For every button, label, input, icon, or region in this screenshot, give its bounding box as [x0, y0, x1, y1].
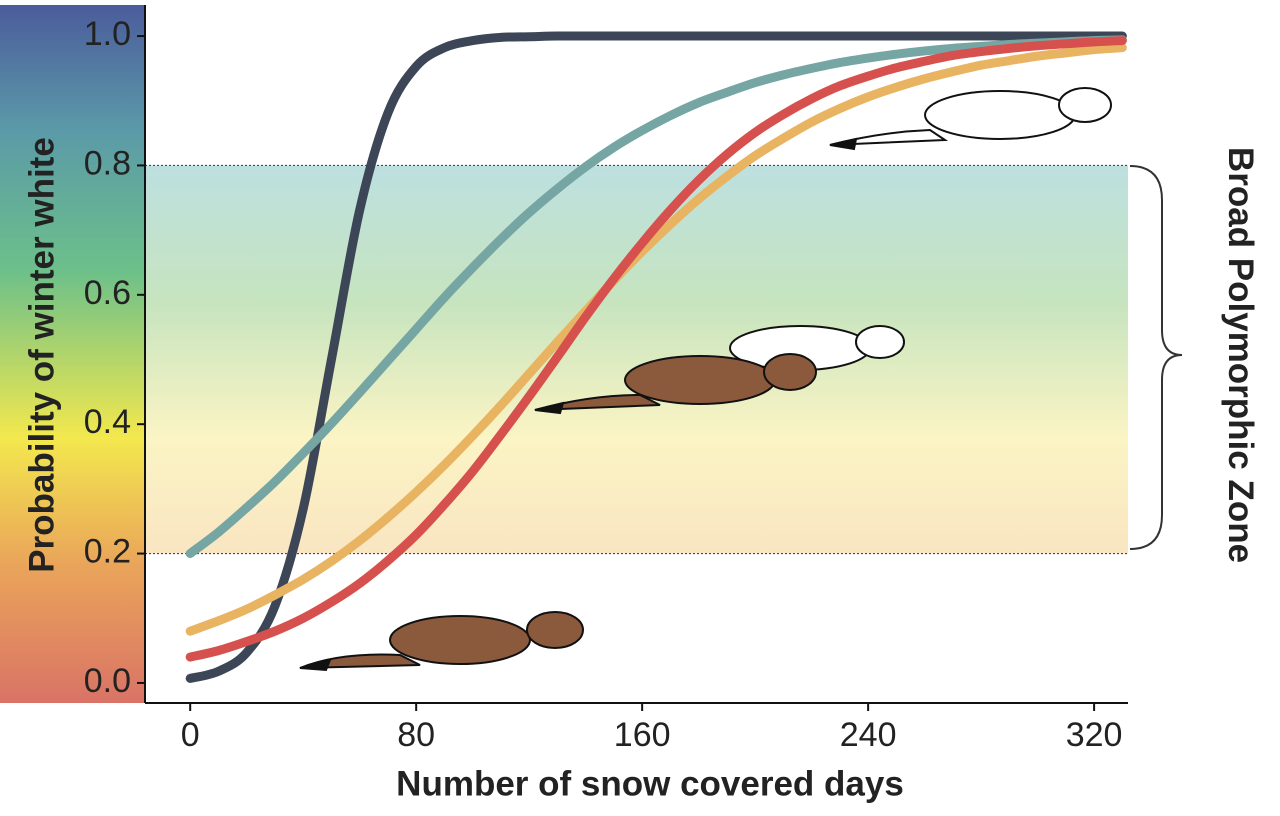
ticks: 0.0 0.2 0.4 0.6 0.8 1.0 0 80 160 240 320: [84, 15, 1123, 754]
curve: [185, 31, 1127, 683]
y-tick-label: 1.0: [84, 15, 131, 53]
y-tick-label: 0.4: [84, 403, 131, 441]
zone-label: Broad Polymorphic Zone: [1221, 147, 1260, 563]
polymorphic-zone: [145, 165, 1128, 554]
curve: [185, 36, 1127, 662]
curve: [185, 43, 1127, 636]
y-axis-title: Probability of winter white: [22, 137, 61, 573]
color-bar: [0, 5, 145, 703]
y-tick-label: 0.2: [84, 533, 131, 571]
x-tick-label: 240: [840, 716, 897, 754]
curve: [185, 35, 1127, 559]
bracket: [1129, 165, 1183, 550]
weasel-white-mid: [729, 325, 905, 371]
y-tick-label: 0.0: [84, 662, 131, 700]
weasel-white-top: [829, 87, 1112, 151]
x-tick-label: 80: [397, 716, 435, 754]
weasel-brown-bottom: [299, 611, 584, 672]
zone-layer: [145, 164, 1128, 555]
y-tick-label: 0.8: [84, 144, 131, 182]
x-tick-label: 160: [614, 716, 671, 754]
weasel-brown-mid: [534, 353, 817, 415]
lines: [185, 31, 1127, 683]
x-tick-label: 0: [181, 716, 200, 754]
x-axis-title: Number of snow covered days: [396, 764, 904, 803]
y-tick-label: 0.6: [84, 274, 131, 312]
x-tick-label: 320: [1066, 716, 1123, 754]
